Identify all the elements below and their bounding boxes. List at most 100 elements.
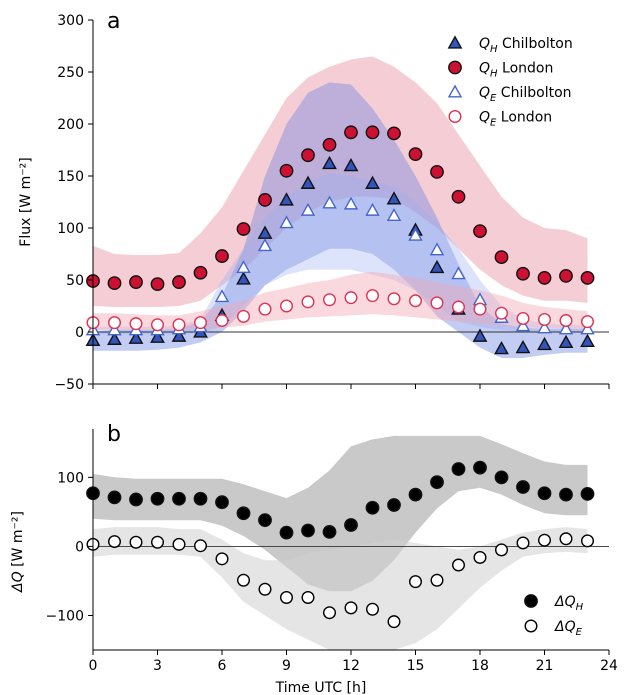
panel-a-point-q-e-london (495, 306, 509, 320)
panel-b-bands (93, 435, 588, 650)
panel-a-legend-label: QE Chilbolton (479, 85, 572, 104)
panel-a-legend-item-q-e-chilbolton: QE Chilbolton (447, 84, 572, 104)
panel-b-x-tick-label: 12 (342, 658, 360, 674)
panel-b-point-q-e (516, 536, 530, 550)
panel-a-legend-label-subscript: H (490, 44, 498, 55)
panel-a-point-q-e-london (344, 291, 358, 305)
panel-a-point-q-h-london (150, 277, 165, 292)
panel-b-y-tick-label: 0 (75, 539, 84, 555)
panel-b-point-q-h (451, 462, 466, 476)
panel-b-point-q-h (473, 460, 487, 475)
panel-a-point-q-h-chilbolton (107, 331, 122, 345)
panel-a-point-q-h-london (107, 276, 122, 291)
panel-a-point-q-h-london (215, 249, 229, 263)
panel-b-point-q-e (495, 543, 509, 557)
panel-b-point-q-e (473, 550, 487, 564)
panel-b-point-q-h (301, 523, 315, 538)
panel-a-point-q-e-london (258, 302, 272, 316)
panel-a-point-q-e-london (193, 316, 207, 330)
panel-a-legend-label-site: London (498, 61, 554, 77)
panel-b-point-q-h (279, 525, 294, 540)
panel-a-point-q-h-london (193, 265, 208, 280)
panel-b-legend-label-symbol: ΔQ (554, 594, 576, 610)
panel-a-legend-label-subscript: H (490, 69, 498, 80)
panel-a-point-q-h-london (344, 125, 358, 140)
panel-a-point-q-e-london (172, 318, 186, 332)
panel-b-point-q-e (581, 534, 595, 548)
panel-b-point-q-e (559, 532, 573, 546)
panel-a-legend-label: QH London (479, 61, 553, 80)
panel-b-x-tick-label: 0 (89, 658, 98, 674)
panel-a-point-q-e-london (409, 294, 423, 308)
panel-a-point-q-e-chilbolton (580, 321, 595, 335)
panel-a: −50 0 50 100 150 200 250 300 a Flux [W m⁻²] QH … (18, 9, 610, 393)
panel-a-y-tick-label: 50 (66, 273, 84, 289)
panel-b-point-q-e (236, 573, 250, 587)
panel-b-y-axis-label-symbol: ΔQ (10, 571, 26, 593)
panel-b-point-q-e (430, 573, 444, 587)
panel-a-point-q-h-chilbolton (537, 336, 552, 351)
panel-b-point-q-h (107, 490, 122, 505)
panel-a-point-q-e-chilbolton (386, 208, 402, 222)
panel-a-legend-label-symbol: Q (479, 110, 490, 126)
panel-a-point-q-h-london (494, 250, 509, 265)
panel-a-point-q-e-london (129, 317, 143, 331)
panel-a-legend-marker-q-h-chilbolton (447, 35, 463, 49)
panel-b-point-q-h (258, 513, 272, 528)
panel-b-point-q-e (193, 539, 207, 553)
panel-b-point-q-h (559, 487, 573, 502)
panel-b-x-tick-label: 15 (407, 658, 425, 674)
panel-a-legend-item-q-h-chilbolton: QH Chilbolton (447, 35, 573, 55)
panel-b: −100 0 100 0 3 6 9 12 15 18 21 24 b ΔQ [W m⁻²] Time… (10, 422, 618, 695)
panel-a-point-q-h-chilbolton (472, 328, 488, 342)
panel-b-point-q-h (430, 475, 444, 490)
panel-a-point-q-h-chilbolton (257, 225, 273, 239)
panel-a-point-q-h-london (387, 126, 401, 141)
panel-a-point-q-h-chilbolton (494, 340, 509, 355)
panel-a-points (85, 125, 595, 355)
panel-b-point-q-e (150, 535, 164, 549)
panel-b-x-axis-label: Time UTC [h] (275, 680, 367, 695)
panel-a-point-q-e-london (150, 318, 164, 332)
panel-a-point-q-e-london (215, 314, 229, 328)
panel-a-point-q-h-chilbolton (279, 192, 294, 206)
panel-b-x-tick-label: 9 (282, 658, 291, 674)
panel-b-point-q-e (215, 552, 229, 566)
panel-a-legend-label-symbol: Q (479, 61, 490, 77)
panel-b-point-q-h (215, 495, 229, 510)
panel-a-band-q-h-chilbolton (93, 82, 588, 359)
panel-a-band-q-e-chilbolton (93, 173, 588, 335)
panel-a-legend-marker-q-h-london (448, 60, 462, 75)
panel-b-point-q-h (580, 487, 595, 501)
panel-a-point-q-h-chilbolton (300, 175, 316, 189)
panel-b-point-q-e (387, 615, 401, 629)
panel-b-point-q-e (280, 591, 294, 605)
panel-a-point-q-e-london (366, 289, 380, 303)
panel-a-point-q-e-chilbolton (365, 202, 380, 216)
panel-b-legend-label: ΔQH (554, 594, 584, 613)
panel-b-point-q-e (366, 602, 380, 616)
panel-b-point-q-h (537, 486, 552, 501)
panel-a-point-q-h-london (279, 163, 294, 178)
panel-a-point-q-e-london (430, 296, 444, 310)
panel-a-legend-label-symbol: Q (479, 36, 490, 52)
panel-b-legend-marker-q-h (524, 594, 538, 608)
panel-a-point-q-e-chilbolton (515, 318, 531, 332)
panel-a-point-q-e-chilbolton (558, 321, 574, 335)
panel-a-point-q-h-chilbolton (150, 329, 165, 343)
panel-a-legend-marker-q-e-london (448, 109, 462, 123)
panel-b-point-q-e (129, 535, 143, 549)
panel-a-y-tick-label: 300 (57, 13, 84, 29)
panel-a-point-q-h-chilbolton (365, 175, 380, 189)
panel-a-point-q-h-chilbolton (429, 259, 445, 274)
panel-b-legend-item-q-h: ΔQH (524, 594, 584, 613)
panel-a-legend-label-symbol: Q (479, 85, 490, 101)
panel-b-point-q-e (344, 601, 358, 615)
panel-b-legend-label: ΔQE (554, 619, 583, 638)
panel-a-point-q-e-chilbolton (537, 320, 552, 334)
panel-b-legend: ΔQH ΔQE (524, 594, 584, 638)
panel-a-point-q-e-london (280, 299, 294, 313)
panel-b-point-q-h (236, 506, 251, 521)
panel-a-point-q-h-chilbolton (128, 330, 144, 344)
panel-a-y-tick-label: 100 (57, 221, 84, 237)
